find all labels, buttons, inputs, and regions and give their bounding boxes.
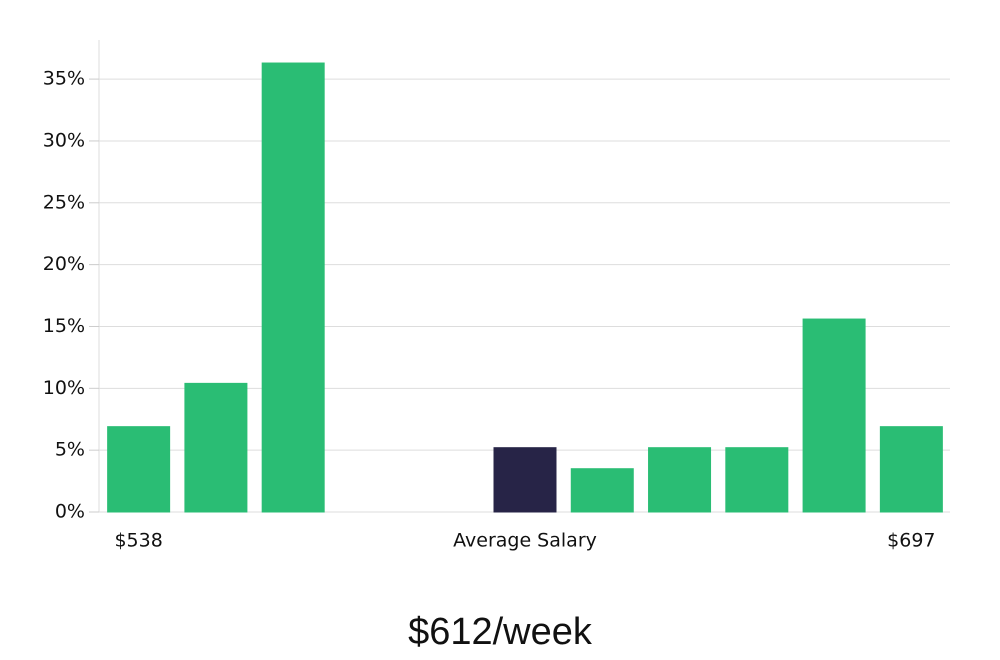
bar xyxy=(493,447,557,513)
bar xyxy=(570,468,634,513)
y-tick-label: 0% xyxy=(55,501,85,523)
bar xyxy=(107,426,171,513)
y-tick-label: 5% xyxy=(55,439,85,461)
y-tick-label: 25% xyxy=(43,191,85,213)
bar xyxy=(725,447,789,513)
bar xyxy=(261,62,325,513)
y-tick-label: 35% xyxy=(43,68,85,90)
x-tick-label: $538 xyxy=(114,530,162,552)
bar xyxy=(648,447,712,513)
x-tick-label: Average Salary xyxy=(453,530,597,552)
bar xyxy=(802,318,866,513)
bar xyxy=(879,426,943,513)
y-tick-label: 20% xyxy=(43,253,85,275)
x-tick-label: $697 xyxy=(887,530,935,552)
chart-title: $612/week xyxy=(408,611,593,653)
y-tick-label: 30% xyxy=(43,129,85,151)
y-tick-label: 15% xyxy=(43,315,85,337)
bar xyxy=(184,382,248,513)
y-tick-label: 10% xyxy=(43,377,85,399)
